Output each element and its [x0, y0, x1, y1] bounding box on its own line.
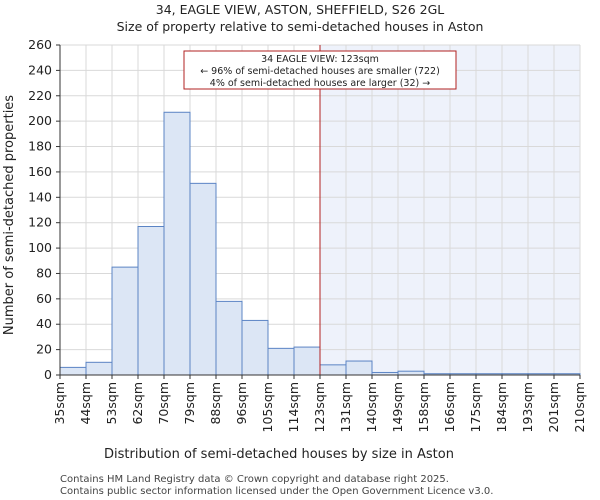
y-tick-label: 80 [36, 265, 52, 280]
annotation-line-3: 4% of semi-detached houses are larger (3… [210, 78, 430, 89]
bar-131sqm [345, 360, 373, 376]
bar-53sqm [111, 266, 139, 376]
y-tick-label: 60 [36, 291, 52, 306]
annotation-line-1: 34 EAGLE VIEW: 123sqm [261, 54, 379, 65]
x-tick-label: 184sqm [494, 382, 509, 432]
y-tick-label: 260 [28, 37, 52, 52]
x-tick-label: 158sqm [416, 382, 431, 432]
x-tick-label: 96sqm [234, 382, 249, 425]
x-tick-label: 201sqm [546, 382, 561, 432]
x-tick-label: 210sqm [572, 382, 587, 432]
y-tick-label: 180 [28, 139, 52, 154]
x-tick-label: 79sqm [182, 382, 197, 425]
x-tick-label: 105sqm [260, 382, 275, 432]
bar-105sqm [267, 347, 295, 376]
chart-subtitle: Size of property relative to semi-detach… [117, 19, 484, 34]
y-tick-label: 200 [28, 113, 52, 128]
annotation-box: 34 EAGLE VIEW: 123sqm ← 96% of semi-deta… [183, 50, 457, 90]
y-tick-label: 40 [36, 316, 52, 331]
bar-35sqm [59, 366, 87, 376]
bar-70sqm [163, 111, 191, 376]
bar-79sqm [189, 182, 217, 376]
x-tick-label: 44sqm [78, 382, 93, 425]
y-tick-label: 100 [28, 240, 52, 255]
y-tick-label: 0 [44, 367, 52, 382]
bar-96sqm [241, 319, 269, 376]
bar-44sqm [85, 361, 113, 376]
y-tick-label: 20 [36, 342, 52, 357]
footer-line-1: Contains HM Land Registry data © Crown c… [60, 474, 449, 485]
y-tick-label: 160 [28, 164, 52, 179]
x-tick-label: 166sqm [442, 382, 457, 432]
x-tick-label: 149sqm [390, 382, 405, 432]
annotation-line-2: ← 96% of semi-detached houses are smalle… [200, 66, 440, 77]
x-axis-label: Distribution of semi-detached houses by … [104, 447, 454, 462]
footer-line-2: Contains public sector information licen… [60, 486, 493, 497]
x-tick-label: 193sqm [520, 382, 535, 432]
bar-149sqm [397, 370, 425, 376]
bar-88sqm [215, 300, 243, 376]
y-tick-label: 220 [28, 88, 52, 103]
y-tick-label: 240 [28, 62, 52, 77]
x-tick-label: 53sqm [104, 382, 119, 425]
x-tick-label: 62sqm [130, 382, 145, 425]
x-tick-label: 175sqm [468, 382, 483, 432]
bar-62sqm [137, 226, 165, 376]
x-tick-label: 70sqm [156, 382, 171, 425]
annotation-frame [183, 50, 457, 90]
chart-title: 34, EAGLE VIEW, ASTON, SHEFFIELD, S26 2G… [156, 2, 444, 17]
x-tick-label: 35sqm [52, 382, 67, 425]
bars [59, 111, 581, 376]
x-tick-labels: 35sqm 44sqm 53sqm 62sqm 70sqm 79sqm 88sqm 96sqm… [52, 375, 587, 432]
x-tick-label: 123sqm [312, 382, 327, 432]
y-tick-label: 120 [28, 215, 52, 230]
x-tick-label: 88sqm [208, 382, 223, 425]
y-axis-label: Number of semi-detached properties [2, 95, 17, 335]
bar-123sqm [319, 364, 347, 376]
x-tick-label: 140sqm [364, 382, 379, 432]
y-tick-labels: 0 20 40 60 80 100 120 140 160 180 200 220 240 260 [28, 37, 60, 382]
x-tick-label: 114sqm [286, 382, 301, 432]
bar-114sqm [293, 346, 321, 376]
x-tick-label: 131sqm [338, 382, 353, 432]
y-tick-label: 140 [28, 189, 52, 204]
